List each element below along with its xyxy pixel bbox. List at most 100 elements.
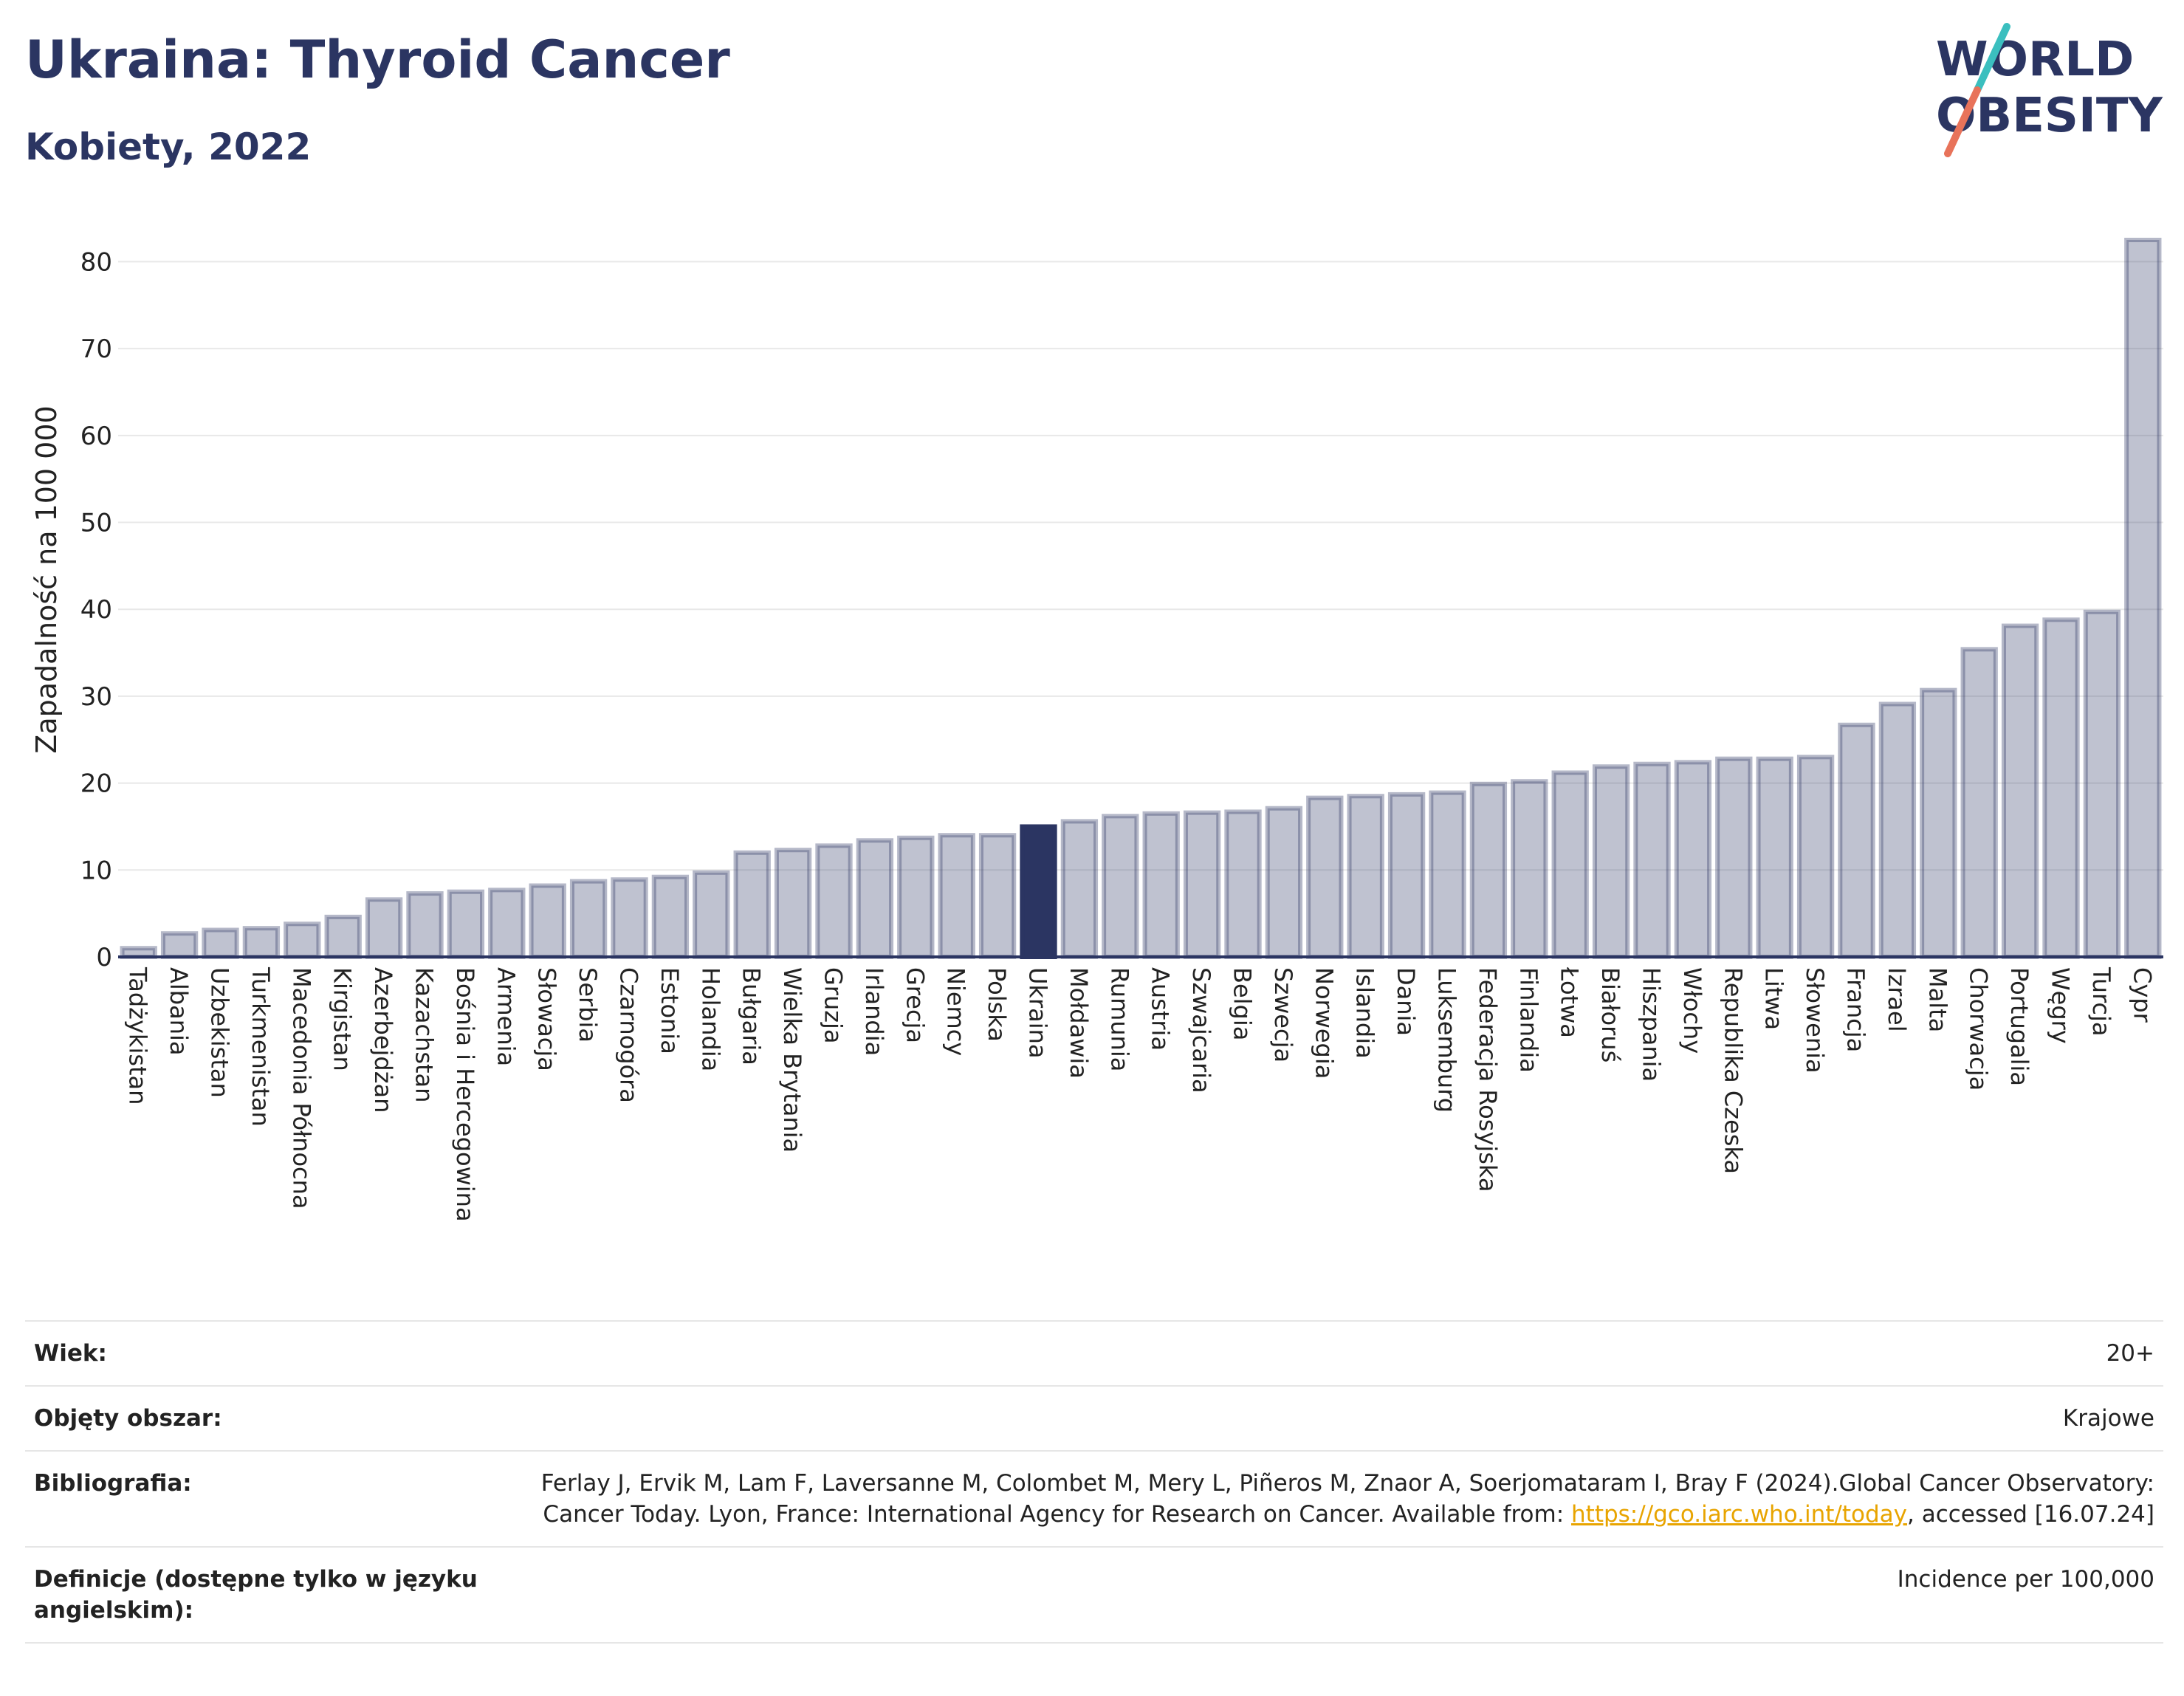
bibliography-text: Ferlay J, Ervik M, Lam F, Laversanne M, … xyxy=(540,1470,2154,1528)
y-tick-label: 60 xyxy=(80,422,112,451)
bar[interactable] xyxy=(1347,794,1384,960)
bar[interactable] xyxy=(1265,806,1303,959)
x-tick-label: Belgia xyxy=(1229,967,1257,1040)
source-link[interactable]: https://gco.iarc.who.int/today xyxy=(1571,1501,1907,1528)
x-tick-label: Ukraina xyxy=(1024,967,1052,1059)
bar[interactable] xyxy=(1633,761,1671,960)
bar[interactable] xyxy=(1715,756,1753,959)
bar[interactable] xyxy=(1756,756,1793,959)
bar[interactable] xyxy=(815,843,853,960)
y-tick-label: 20 xyxy=(80,769,112,799)
bar[interactable] xyxy=(938,833,975,959)
x-tick-label: Holandia xyxy=(696,967,724,1071)
x-tick-label: Bośnia i Hercegowina xyxy=(451,967,479,1222)
x-tick-label: Wielka Brytania xyxy=(778,967,806,1153)
bar[interactable] xyxy=(365,897,403,959)
x-tick-label: Mołdawia xyxy=(1065,967,1093,1079)
meta-value: Incidence per 100,000 xyxy=(1897,1566,2154,1593)
bar[interactable] xyxy=(733,850,771,960)
bar[interactable] xyxy=(978,833,1017,959)
bar[interactable] xyxy=(2083,609,2121,959)
bar[interactable] xyxy=(2001,623,2039,959)
bar[interactable] xyxy=(651,874,690,959)
bar[interactable] xyxy=(1960,647,1998,959)
bar[interactable] xyxy=(324,914,362,959)
bar[interactable] xyxy=(1551,770,1589,959)
y-tick-label: 50 xyxy=(80,509,112,538)
bar[interactable] xyxy=(1796,755,1835,960)
x-tick-label: Słowacja xyxy=(533,967,561,1071)
bar[interactable] xyxy=(488,888,526,959)
x-tick-label: Kazachstan xyxy=(411,967,439,1102)
bar[interactable] xyxy=(406,891,444,959)
x-tick-label: Francja xyxy=(1842,967,1870,1052)
bar[interactable] xyxy=(569,879,608,959)
bar[interactable] xyxy=(447,889,485,960)
world-obesity-logo: WORLD OBESITY xyxy=(1936,23,2163,157)
x-tick-label: Turcja xyxy=(2087,967,2115,1037)
y-tick-label: 80 xyxy=(80,247,112,277)
bar[interactable] xyxy=(160,931,199,959)
meta-key: Wiek: xyxy=(34,1340,107,1367)
bar[interactable] xyxy=(611,877,648,960)
bar[interactable] xyxy=(1060,819,1099,959)
x-tick-label: Azerbejdżan xyxy=(369,967,397,1113)
bar[interactable] xyxy=(242,926,281,960)
bar[interactable] xyxy=(1920,687,1957,959)
x-tick-label: Dania xyxy=(1392,967,1420,1036)
y-tick-label: 30 xyxy=(80,682,112,712)
bar[interactable] xyxy=(1592,764,1630,960)
bar[interactable] xyxy=(856,838,894,959)
page-title: Ukraina: Thyroid Cancer xyxy=(25,30,730,90)
bar[interactable] xyxy=(2042,617,2080,959)
bar[interactable] xyxy=(1469,781,1508,960)
meta-key: Definicje (dostępne tylko w języku angie… xyxy=(34,1566,478,1624)
x-tick-label: Republika Czeska xyxy=(1719,967,1747,1174)
bar[interactable] xyxy=(202,927,239,959)
bar[interactable] xyxy=(2124,238,2162,959)
bar[interactable] xyxy=(1306,795,1344,959)
x-tick-label: Kirgistan xyxy=(329,967,357,1071)
x-tick-label: Serbia xyxy=(574,967,602,1043)
bar[interactable] xyxy=(774,848,812,960)
x-axis-ticks: Tadżykistan Albania Uzbekistan Turkmenistan… xyxy=(124,967,2157,1222)
x-tick-label: Łotwa xyxy=(1556,967,1584,1038)
bar[interactable] xyxy=(1838,722,1875,959)
bar[interactable] xyxy=(1224,809,1262,959)
x-tick-label: Norwegia xyxy=(1310,967,1338,1079)
bar[interactable] xyxy=(1511,779,1548,959)
x-tick-label: Portugalia xyxy=(2005,967,2033,1086)
x-tick-label: Tadżykistan xyxy=(124,967,152,1105)
meta-key: Objęty obszar: xyxy=(34,1405,222,1432)
x-tick-label: Cypr xyxy=(2128,967,2156,1023)
bar[interactable] xyxy=(1020,824,1057,960)
bar[interactable] xyxy=(897,835,935,959)
x-tick-label: Bułgaria xyxy=(738,967,766,1065)
bar[interactable] xyxy=(1429,790,1466,959)
bar[interactable] xyxy=(284,921,321,959)
x-tick-label: Austria xyxy=(1147,967,1175,1051)
bar[interactable] xyxy=(1142,811,1180,960)
x-tick-label: Irlandia xyxy=(860,967,888,1056)
x-tick-label: Słowenia xyxy=(1801,967,1829,1074)
x-tick-label: Polska xyxy=(983,967,1011,1042)
x-tick-label: Grecja xyxy=(901,967,929,1043)
bar[interactable] xyxy=(1387,792,1426,959)
y-tick-label: 40 xyxy=(80,595,112,625)
x-tick-label: Uzbekistan xyxy=(206,967,234,1098)
logo-line1: WORLD xyxy=(1936,32,2134,87)
bar[interactable] xyxy=(529,883,566,960)
bar[interactable] xyxy=(1183,810,1221,960)
x-tick-label: Finlandia xyxy=(1514,967,1542,1073)
bar[interactable] xyxy=(693,870,730,960)
bar[interactable] xyxy=(1878,701,1917,959)
y-tick-label: 0 xyxy=(96,943,112,972)
chart-bars xyxy=(120,238,2162,960)
x-tick-label: Białoruś xyxy=(1596,967,1624,1062)
bar[interactable] xyxy=(1102,814,1139,960)
x-tick-label: Szwajcaria xyxy=(1187,967,1215,1094)
bar[interactable] xyxy=(1674,760,1712,959)
x-tick-label: Malta xyxy=(1923,967,1951,1032)
meta-row-bibliography: Bibliografia: Ferlay J, Ervik M, Lam F, … xyxy=(25,1451,2163,1547)
x-tick-label: Federacja Rosyjska xyxy=(1474,967,1502,1192)
